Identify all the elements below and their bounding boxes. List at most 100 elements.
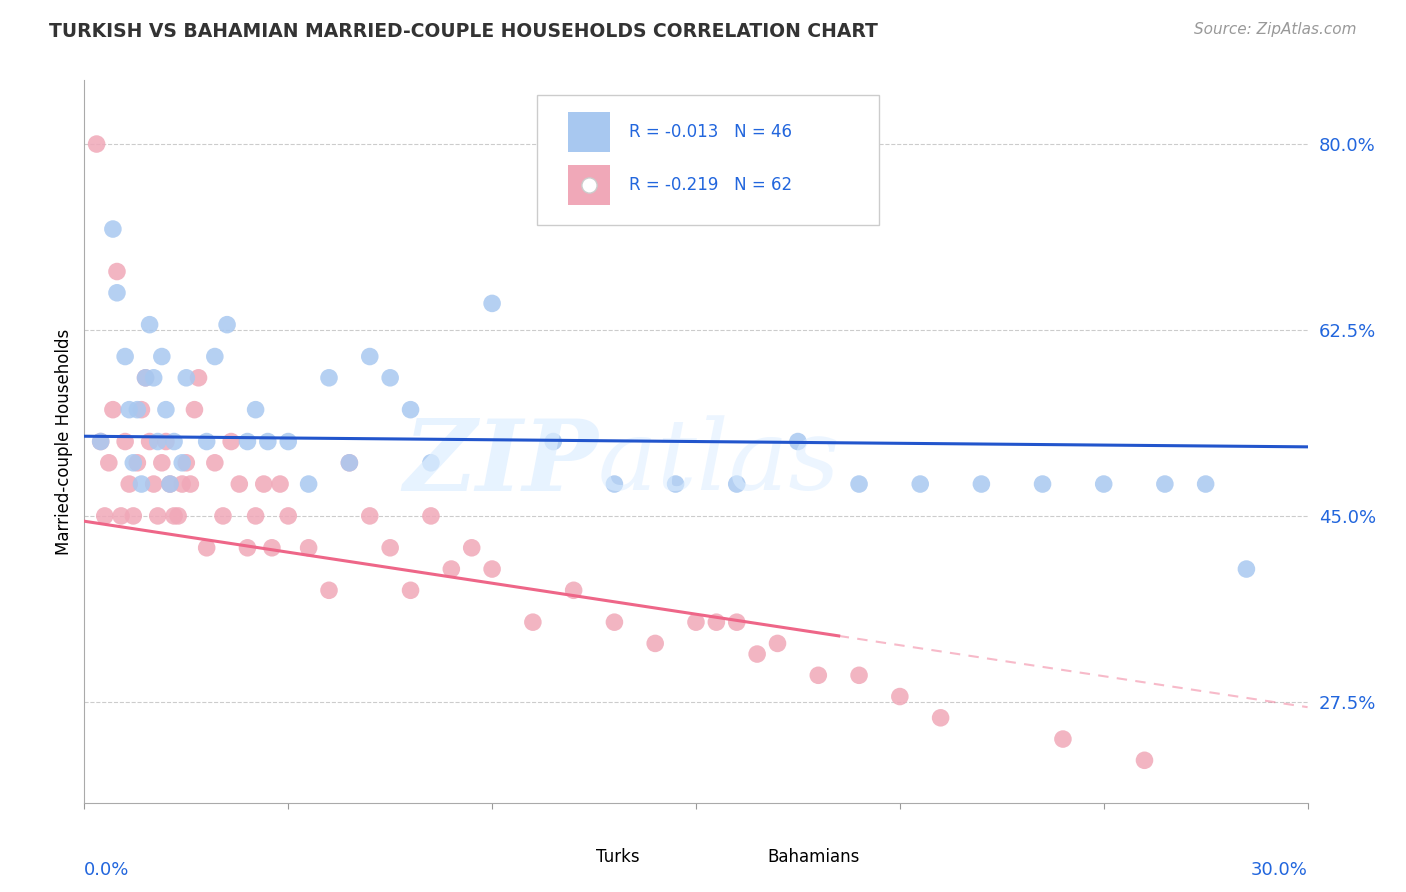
Point [359,508,381,523]
Point [204,350,226,364]
Point [131,402,153,417]
Point [212,508,235,523]
Point [122,508,145,523]
Text: R = -0.219   N = 62: R = -0.219 N = 62 [628,176,792,194]
FancyBboxPatch shape [568,165,610,205]
Point [399,583,422,598]
Point [1032,477,1054,491]
Point [97,456,120,470]
Point [219,434,242,449]
Point [1195,477,1218,491]
Text: Bahamians: Bahamians [766,848,859,866]
Point [298,477,321,491]
Point [380,541,402,555]
Point [260,541,283,555]
Text: TURKISH VS BAHAMIAN MARRIED-COUPLE HOUSEHOLDS CORRELATION CHART: TURKISH VS BAHAMIAN MARRIED-COUPLE HOUSE… [49,22,879,41]
Point [172,456,194,470]
Point [236,434,259,449]
Point [174,371,197,385]
Point [142,371,165,385]
Point [706,615,728,630]
Point [179,477,201,491]
Point [146,508,169,523]
Point [298,541,321,555]
Point [172,477,194,491]
Point [118,477,141,491]
Point [665,477,688,491]
Point [101,222,124,236]
Point [163,508,186,523]
Point [277,434,299,449]
FancyBboxPatch shape [720,841,755,873]
Point [910,477,932,491]
Point [195,541,218,555]
Point [195,434,218,449]
Point [848,477,870,491]
Point [603,477,626,491]
Point [245,402,267,417]
Point [970,477,993,491]
Text: Source: ZipAtlas.com: Source: ZipAtlas.com [1194,22,1357,37]
Text: 30.0%: 30.0% [1251,862,1308,880]
Point [277,508,299,523]
Point [163,434,186,449]
Point [461,541,484,555]
Point [603,615,626,630]
Point [339,456,361,470]
FancyBboxPatch shape [568,112,610,153]
Point [236,541,259,555]
Text: Turks: Turks [596,848,640,866]
Point [93,508,115,523]
Point [131,477,153,491]
Point [359,350,381,364]
Point [90,434,112,449]
Point [481,562,503,576]
Point [122,456,145,470]
Point [127,456,149,470]
Point [150,350,173,364]
Text: ZIP: ZIP [404,415,598,511]
Point [1133,753,1156,767]
Point [118,402,141,417]
Point [86,136,108,151]
Point [183,402,205,417]
Point [318,583,340,598]
Point [725,477,748,491]
Point [1092,477,1115,491]
Point [138,318,160,332]
Point [807,668,830,682]
Text: atlas: atlas [598,416,841,511]
Text: R = -0.013   N = 46: R = -0.013 N = 46 [628,123,792,141]
Point [848,668,870,682]
Point [889,690,911,704]
Point [339,456,361,470]
Point [1052,732,1074,747]
Point [105,285,128,300]
Point [187,371,209,385]
Point [159,477,181,491]
Text: 0.0%: 0.0% [84,862,129,880]
Point [644,636,666,650]
Point [747,647,769,661]
Point [142,477,165,491]
Point [766,636,789,650]
Point [204,456,226,470]
FancyBboxPatch shape [537,95,880,225]
Point [155,402,177,417]
Point [1154,477,1177,491]
Point [543,434,565,449]
Point [787,434,810,449]
Point [167,508,190,523]
Point [114,350,136,364]
Point [725,615,748,630]
Point [101,402,124,417]
Point [217,318,239,332]
Point [522,615,544,630]
Point [440,562,463,576]
Point [380,371,402,385]
Point [318,371,340,385]
Point [138,434,160,449]
Point [257,434,280,449]
Point [90,434,112,449]
Point [1236,562,1258,576]
